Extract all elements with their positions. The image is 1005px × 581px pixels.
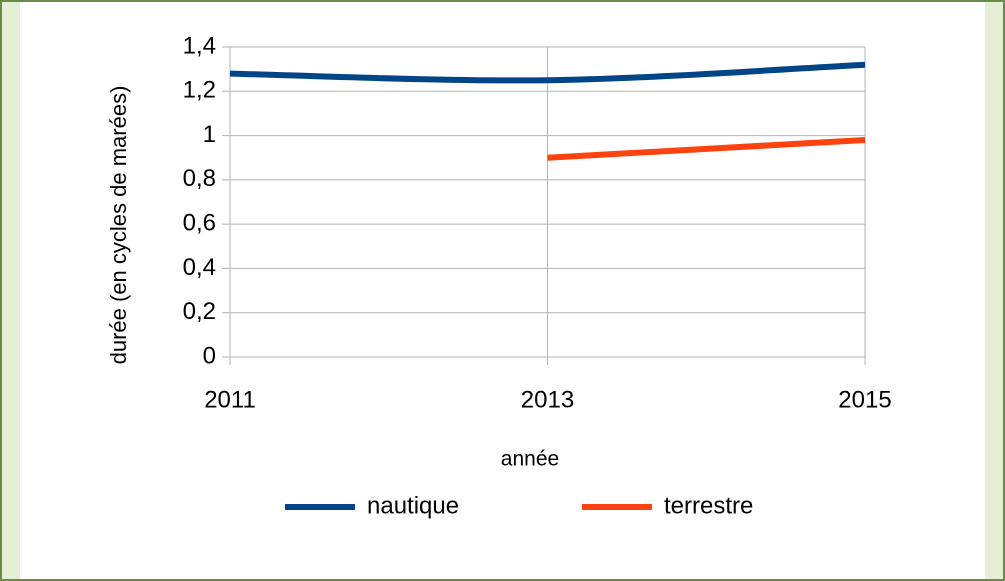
- line-series: [547, 137, 866, 161]
- line-series: [229, 61, 866, 84]
- y-tick-label: 1,4: [183, 32, 216, 59]
- y-tick-label: 0,2: [183, 298, 216, 325]
- y-tick-label: 1: [203, 121, 216, 148]
- x-tick-label: 2015: [838, 386, 891, 413]
- x-tick-label: 2013: [521, 386, 574, 413]
- y-tick-label: 1,2: [183, 77, 216, 104]
- chart-panel: [20, 2, 985, 579]
- y-tick-label: 0,8: [183, 165, 216, 192]
- x-axis-label: année: [501, 448, 559, 471]
- legend-label: terrestre: [664, 492, 753, 519]
- y-axis-label: durée (en cycles de marées): [106, 86, 131, 365]
- x-tick-label: 2011: [204, 386, 256, 413]
- y-tick-label: 0,6: [183, 209, 216, 236]
- y-tick-label: 0: [203, 342, 216, 369]
- y-tick-label: 0,4: [183, 254, 216, 281]
- legend-label: nautique: [367, 492, 459, 519]
